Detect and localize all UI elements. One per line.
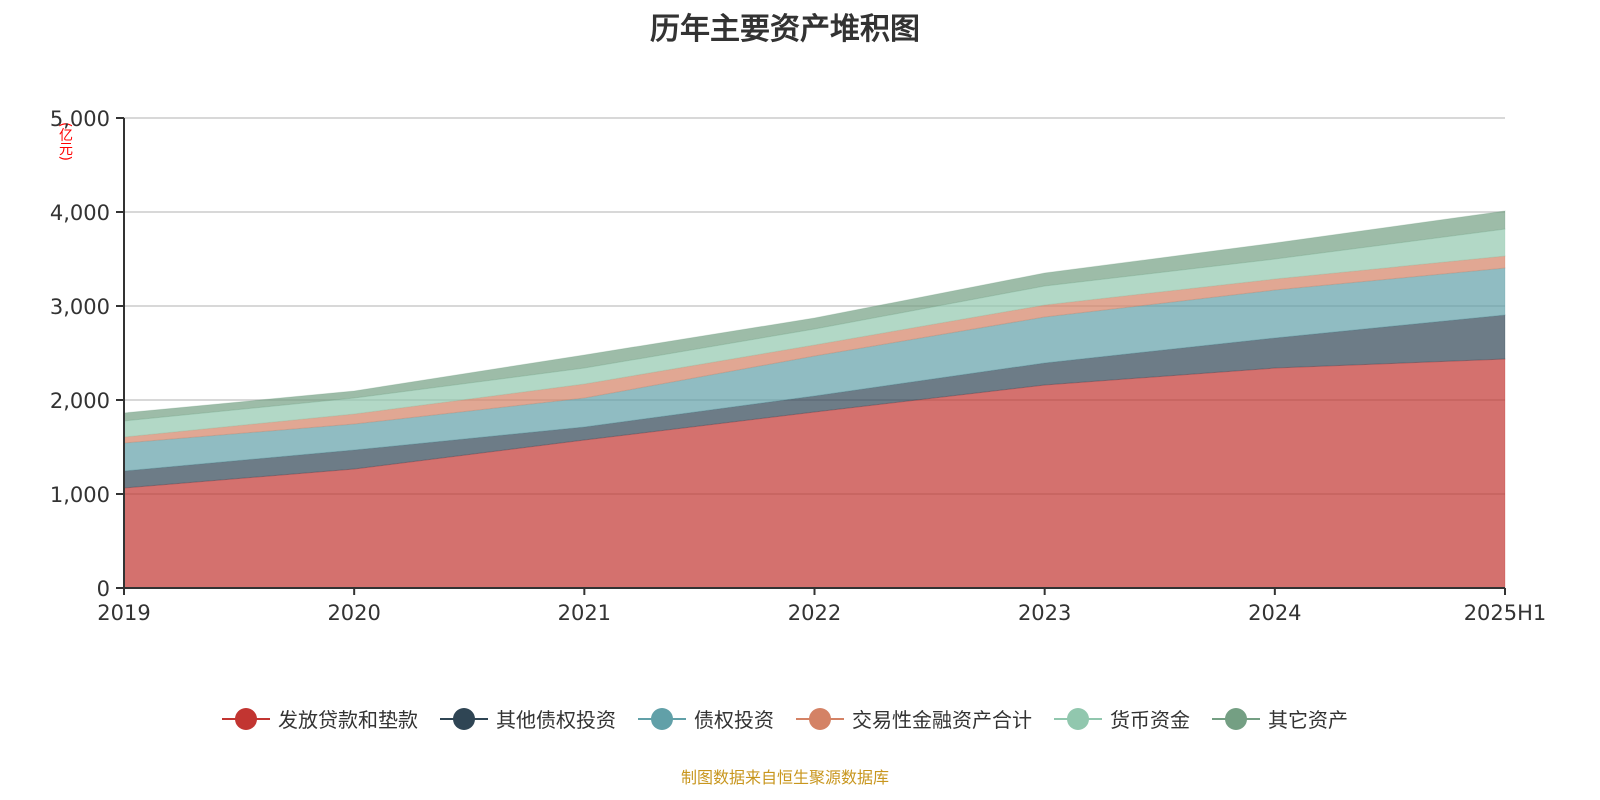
legend-marker-icon — [638, 707, 686, 731]
legend-marker-icon — [1054, 707, 1102, 731]
y-axis-unit: (亿元) — [57, 122, 73, 161]
x-tick-label: 2020 — [327, 601, 380, 625]
legend-item[interactable]: 交易性金融资产合计 — [796, 704, 1032, 733]
x-tick-label: 2021 — [558, 601, 611, 625]
legend-label: 其它资产 — [1268, 708, 1348, 732]
x-tick-label: 2022 — [788, 601, 841, 625]
area-chart: 0 1,000 2,000 3,000 4,000 5,000 2019 2020 2021 20… — [50, 107, 1547, 625]
x-tick-label: 2024 — [1248, 601, 1301, 625]
legend-marker-icon — [440, 707, 488, 731]
y-tick-label: 5,000 — [50, 107, 110, 131]
legend-marker-icon — [222, 707, 270, 731]
legend-item[interactable]: 货币资金 — [1054, 704, 1190, 733]
y-tick-label: 3,000 — [50, 295, 110, 319]
legend-label: 其他债权投资 — [496, 708, 616, 732]
legend-label: 发放贷款和垫款 — [278, 708, 418, 732]
legend: 发放贷款和垫款 其他债权投资 债权投资 交易性金融资产合计 货币资金 其它资产 — [0, 704, 1570, 733]
legend-marker-icon — [1212, 707, 1260, 731]
area-series-5 — [123, 210, 1506, 422]
legend-item[interactable]: 其它资产 — [1212, 704, 1348, 733]
legend-label: 债权投资 — [694, 708, 774, 732]
data-source: 制图数据来自恒生聚源数据库 — [680, 768, 889, 787]
legend-marker-icon — [796, 707, 844, 731]
y-tick-label: 2,000 — [50, 389, 110, 413]
legend-item[interactable]: 其他债权投资 — [440, 704, 616, 733]
y-tick-label: 0 — [97, 577, 110, 601]
chart-title: 历年主要资产堆积图 — [650, 12, 920, 47]
legend-label: 货币资金 — [1110, 708, 1190, 732]
x-tick-label: 2025H1 — [1464, 601, 1547, 625]
legend-label: 交易性金融资产合计 — [852, 708, 1032, 732]
y-tick-label: 1,000 — [50, 483, 110, 507]
y-tick-label: 4,000 — [50, 201, 110, 225]
x-tick-label: 2023 — [1018, 601, 1071, 625]
legend-item[interactable]: 债权投资 — [638, 704, 774, 733]
x-tick-label: 2019 — [97, 601, 150, 625]
legend-item[interactable]: 发放贷款和垫款 — [222, 704, 418, 733]
